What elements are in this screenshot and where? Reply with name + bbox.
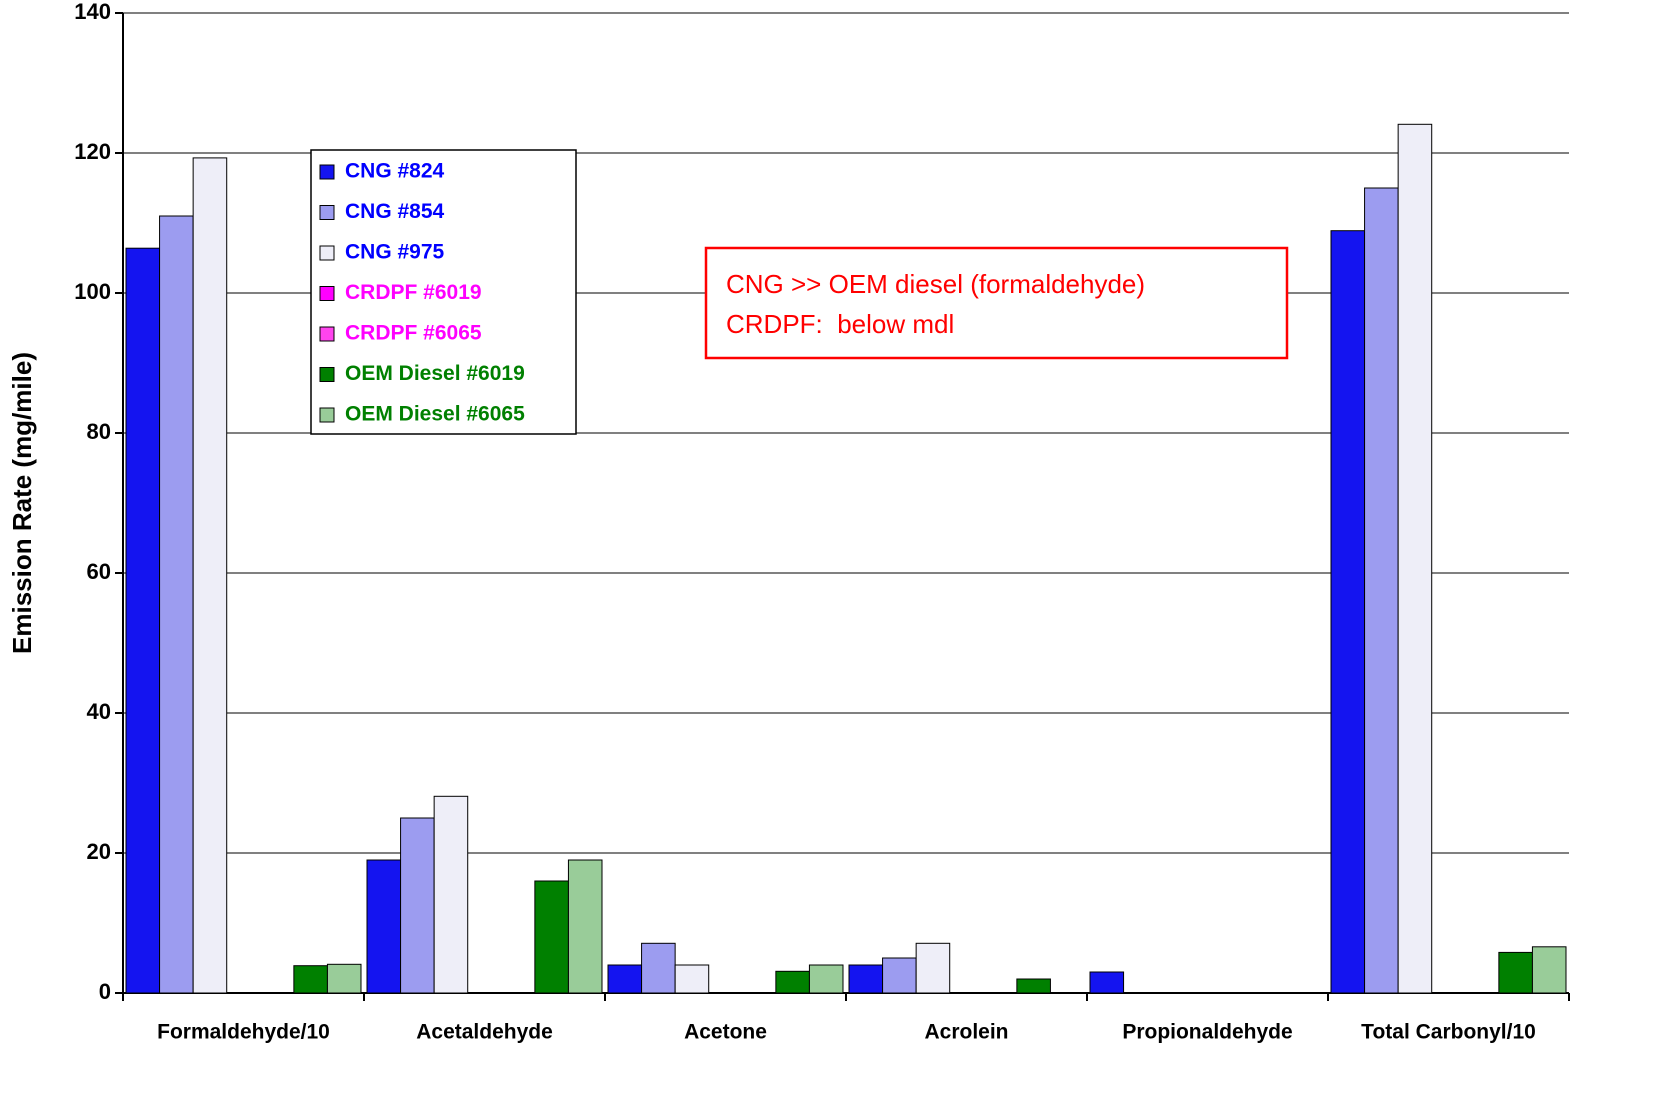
bar: [1016, 978, 1051, 994]
annotation: CRDPF: below mdl: [726, 309, 954, 339]
bar: [1330, 230, 1366, 994]
y-tick-label: 80: [87, 419, 111, 444]
bar: [192, 157, 228, 994]
annotation-box: [704, 246, 1289, 360]
legend-swatch: [319, 326, 335, 342]
bar: [1498, 951, 1533, 994]
bar: [641, 942, 676, 994]
legend-swatch: [319, 205, 335, 220]
bar: [534, 880, 569, 994]
bar: [125, 247, 161, 994]
bar: [326, 963, 362, 994]
bar: [567, 859, 603, 994]
legend-box: [310, 149, 577, 435]
legend-label: OEM Diesel #6019: [345, 362, 525, 385]
legend-swatch: [319, 407, 335, 423]
bar: [293, 965, 328, 994]
x-tick-label: Formaldehyde/10: [157, 1021, 330, 1044]
x-tick-label: Acrolein: [924, 1021, 1008, 1044]
y-tick-label: 120: [74, 139, 111, 164]
bar: [1089, 971, 1125, 994]
x-tick-label: Acetone: [684, 1021, 767, 1044]
y-tick-label: 140: [74, 0, 111, 24]
bar: [882, 957, 917, 994]
legend-swatch: [319, 367, 335, 382]
bar: [775, 970, 810, 994]
bar: [400, 817, 435, 994]
bar: [915, 942, 951, 994]
y-axis-title: Emission Rate (mg/mile): [7, 352, 37, 654]
y-tick-label: 40: [87, 699, 111, 724]
x-tick-label: Propionaldehyde: [1122, 1021, 1292, 1044]
y-tick-label: 20: [87, 839, 111, 864]
legend-label: CRDPF #6065: [345, 322, 482, 345]
y-tick-label: 0: [99, 979, 111, 1004]
legend-label: CNG #824: [345, 160, 445, 183]
bar: [1397, 123, 1433, 994]
legend-swatch: [319, 245, 335, 261]
bar: [848, 964, 884, 994]
bar: [674, 964, 710, 994]
annotation: CNG >> OEM diesel (formaldehyde): [726, 269, 1145, 299]
legend-label: CNG #975: [345, 241, 445, 264]
x-tick-label: Total Carbonyl/10: [1361, 1021, 1536, 1044]
legend-label: OEM Diesel #6065: [345, 403, 525, 426]
bar: [1531, 946, 1567, 994]
x-tick-label: Acetaldehyde: [416, 1021, 553, 1044]
legend-label: CRDPF #6019: [345, 281, 482, 304]
bar: [808, 964, 844, 994]
y-tick-label: 100: [74, 279, 111, 304]
legend-swatch: [319, 164, 335, 180]
bar: [1364, 187, 1399, 994]
bar: [159, 215, 194, 994]
bar: [607, 964, 643, 994]
bar: [366, 859, 402, 994]
legend-label: CNG #854: [345, 200, 445, 223]
y-tick-label: 60: [87, 559, 111, 584]
legend-swatch: [319, 286, 335, 301]
bar: [433, 795, 469, 994]
